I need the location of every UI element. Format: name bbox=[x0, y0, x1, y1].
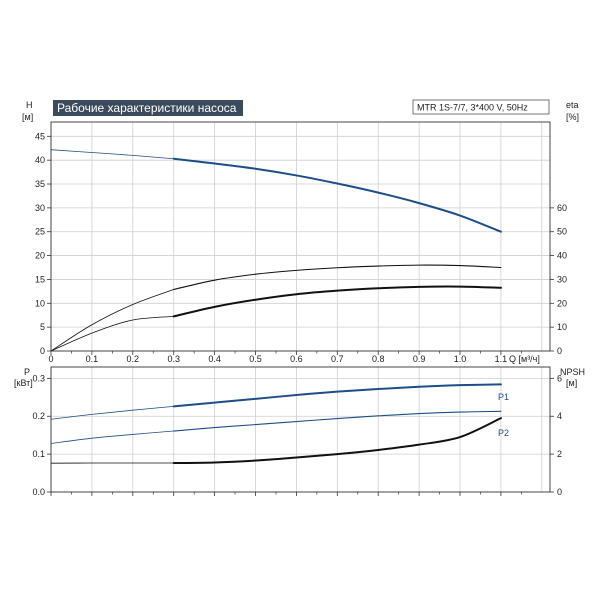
npsh-tick-label: 2 bbox=[557, 449, 562, 459]
npsh-axis-name: NPSH bbox=[560, 367, 585, 377]
npsh-tick-label: 6 bbox=[557, 373, 562, 383]
p-axis-unit: [кВт] bbox=[14, 378, 33, 388]
npsh-tick-label: 4 bbox=[557, 411, 562, 421]
h-axis-name: H bbox=[26, 100, 33, 110]
x-tick-label: 0.3 bbox=[167, 354, 180, 364]
series-2-curve bbox=[172, 285, 502, 318]
h-curve-extrapolated bbox=[50, 149, 174, 160]
h-tick-label: 35 bbox=[35, 179, 45, 189]
npsh-axis-unit: [м] bbox=[566, 378, 577, 388]
x-tick-label: 0.8 bbox=[372, 354, 385, 364]
top-panel-ticks: 0 0.1 0.2 0.3 0.4 0.5 0.6 0.7 0.8 0.9 1.0 1.1 0 5 10 15… bbox=[35, 131, 567, 364]
x-tick-label: 0.7 bbox=[331, 354, 344, 364]
p-tick-label: 0.2 bbox=[32, 411, 45, 421]
h-tick-label: 30 bbox=[35, 203, 45, 213]
h-tick-label: 15 bbox=[35, 274, 45, 284]
x-tick-label: 0.1 bbox=[86, 354, 99, 364]
h-tick-label: 10 bbox=[35, 298, 45, 308]
title-background bbox=[53, 100, 243, 116]
q-axis-label: Q [м³/ч] bbox=[509, 354, 540, 364]
eta-tick-label: 50 bbox=[557, 227, 567, 237]
top-panel-series bbox=[50, 149, 502, 352]
bottom-panel-series bbox=[50, 383, 502, 465]
chart-title: Рабочие характеристики насоса bbox=[57, 101, 237, 115]
x-tick-label: 0.5 bbox=[249, 354, 262, 364]
h-tick-label: 40 bbox=[35, 155, 45, 165]
model-label: MTR 1S-7/7, 3*400 V, 50Hz bbox=[417, 103, 528, 113]
p1-curve bbox=[172, 383, 502, 408]
h-tick-label: 5 bbox=[40, 322, 45, 332]
bottom-panel-frame bbox=[50, 366, 551, 493]
h-curve bbox=[172, 157, 502, 233]
x-tick-label: 0.9 bbox=[413, 354, 426, 364]
model-box bbox=[412, 99, 550, 115]
p1-curve-extrapolated bbox=[50, 405, 174, 420]
x-tick-label: 0 bbox=[48, 354, 53, 364]
p2-series-label: P2 bbox=[498, 428, 509, 438]
eta-axis-unit: [%] bbox=[566, 112, 579, 122]
eta-tick-label: 40 bbox=[557, 251, 567, 261]
p1-series-label: P1 bbox=[498, 392, 509, 402]
x-tick-label: 0.4 bbox=[208, 354, 221, 364]
series-2-curve-extrapolated bbox=[50, 316, 174, 352]
bottom-panel-ticks: 0.0 0.1 0.2 0.3 0 2 4 6 bbox=[32, 373, 562, 497]
eta-tick-label: 60 bbox=[557, 203, 567, 213]
h-axis-unit: [м] bbox=[22, 112, 33, 122]
eta-axis-name: eta bbox=[566, 100, 579, 110]
p-tick-label: 0.3 bbox=[32, 373, 45, 383]
p-tick-label: 0.0 bbox=[32, 487, 45, 497]
top-panel-frame bbox=[50, 121, 551, 352]
x-tick-label: 1.1 bbox=[495, 354, 508, 364]
series-1-curve bbox=[173, 264, 502, 291]
p2-curve bbox=[173, 410, 502, 432]
eta-tick-label: 30 bbox=[557, 274, 567, 284]
h-tick-label: 20 bbox=[35, 251, 45, 261]
p2-curve-extrapolated bbox=[50, 430, 174, 444]
series-2-curve bbox=[172, 417, 502, 465]
h-tick-label: 45 bbox=[35, 131, 45, 141]
eta-tick-label: 20 bbox=[557, 298, 567, 308]
h-tick-label: 25 bbox=[35, 227, 45, 237]
p-axis-name: P bbox=[24, 367, 30, 377]
npsh-tick-label: 0 bbox=[557, 487, 562, 497]
p-tick-label: 0.1 bbox=[32, 449, 45, 459]
eta-tick-label: 10 bbox=[557, 322, 567, 332]
eta-tick-label: 0 bbox=[557, 346, 562, 356]
x-tick-label: 0.6 bbox=[290, 354, 303, 364]
x-tick-label: 1.0 bbox=[454, 354, 467, 364]
h-tick-label: 0 bbox=[40, 346, 45, 356]
top-panel-grid bbox=[50, 122, 550, 352]
series-1-curve-extrapolated bbox=[50, 289, 174, 352]
x-tick-label: 0.2 bbox=[127, 354, 140, 364]
